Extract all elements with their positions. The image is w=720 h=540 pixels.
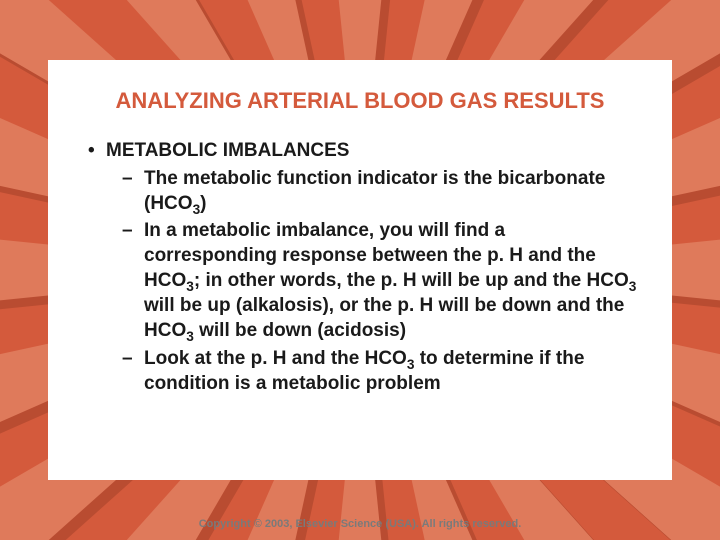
bullet-level1: • METABOLIC IMBALANCES (82, 140, 638, 162)
bullet-level1-text: METABOLIC IMBALANCES (106, 140, 638, 162)
bullet-level2: –In a metabolic imbalance, you will find… (82, 218, 638, 343)
slide: ANALYZING ARTERIAL BLOOD GAS RESULTS • M… (0, 0, 720, 540)
slide-title: ANALYZING ARTERIAL BLOOD GAS RESULTS (82, 88, 638, 114)
bullet-dash-icon: – (122, 166, 144, 191)
bullet-dash-icon: – (122, 218, 144, 243)
bullet-level2: –The metabolic function indicator is the… (82, 166, 638, 216)
bullet-dot-icon: • (88, 140, 106, 162)
bullet-level2-text: In a metabolic imbalance, you will find … (144, 218, 638, 343)
copyright-text: Copyright © 2003, Elsevier Science (USA)… (0, 518, 720, 530)
bullet-dash-icon: – (122, 346, 144, 371)
bullet-level2: –Look at the p. H and the HCO3 to determ… (82, 346, 638, 396)
bullet-level2-text: The metabolic function indicator is the … (144, 166, 638, 216)
bullet-level2-text: Look at the p. H and the HCO3 to determi… (144, 346, 638, 396)
content-panel: ANALYZING ARTERIAL BLOOD GAS RESULTS • M… (48, 60, 672, 480)
